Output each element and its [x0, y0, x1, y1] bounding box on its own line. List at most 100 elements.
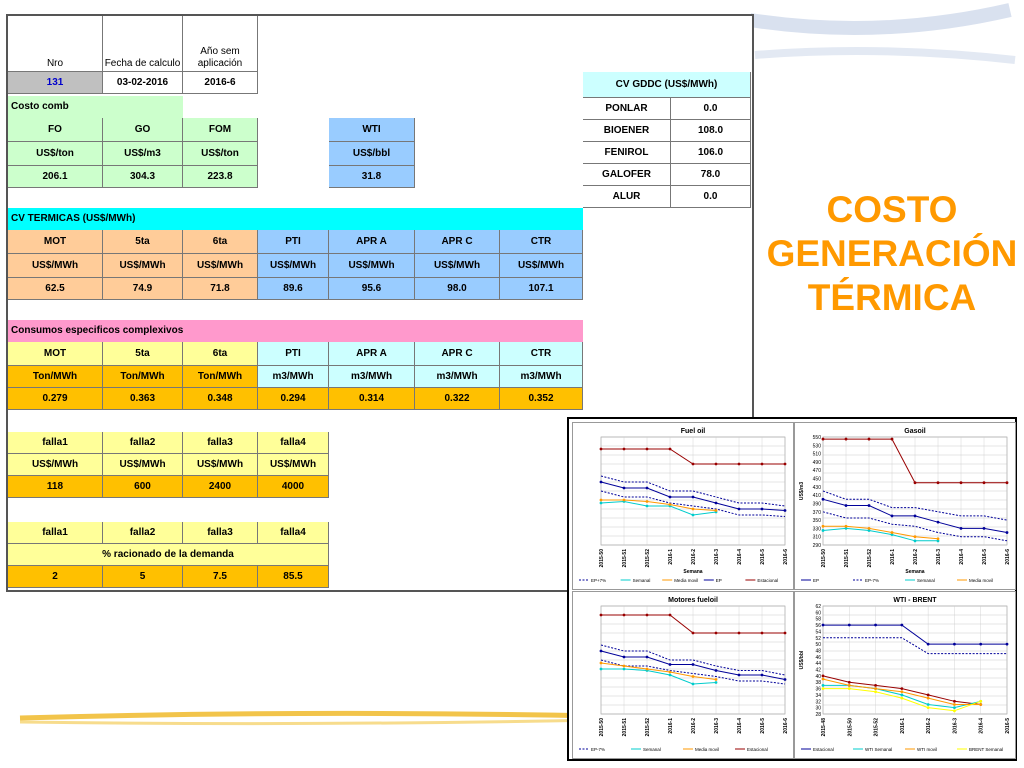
fo-unit: US$/ton [8, 142, 103, 166]
consumos-header-5: APR C [415, 342, 500, 366]
series-line-3 [600, 659, 786, 685]
y-tick-label: 42 [815, 668, 821, 674]
data-point [622, 613, 626, 617]
legend-label: WTI Semanal [865, 747, 892, 752]
y-axis-label: US$/m3 [799, 482, 805, 501]
data-point [913, 514, 917, 518]
racionado-value-3: 85.5 [258, 566, 329, 588]
data-point [821, 623, 825, 627]
data-point [821, 687, 825, 690]
legend-label: EP-7% [591, 747, 605, 752]
x-tick-label: 2016-3 [936, 549, 942, 565]
data-point [953, 709, 956, 713]
termicas-header-4: APR A [329, 230, 415, 254]
data-point [691, 513, 695, 517]
data-point [844, 504, 848, 507]
data-point [760, 673, 764, 677]
ano-value: 2016-6 [183, 72, 258, 94]
x-tick-label: 2016-4 [959, 549, 965, 565]
data-point [926, 706, 930, 710]
gddc-name-0: PONLAR [583, 98, 671, 120]
data-point [982, 526, 986, 530]
y-axis-label: US$/bbl [799, 650, 805, 669]
racionado-header-2: falla3 [183, 522, 258, 544]
data-point [1005, 531, 1009, 534]
chart-motores-fueloil: Motores fueloil 2015-50 2015-51 2015-52 2016… [572, 591, 794, 759]
falla-header-2: falla3 [183, 432, 258, 454]
data-point [760, 462, 764, 466]
data-point [737, 507, 741, 511]
data-point [691, 663, 695, 666]
consumos-header-3: PTI [258, 342, 329, 366]
falla-header-1: falla2 [103, 432, 183, 454]
y-tick-label: 290 [813, 543, 822, 549]
legend-label: Semanal [633, 578, 651, 583]
termicas-value-4: 95.6 [329, 278, 415, 300]
data-point [599, 480, 603, 484]
data-point [599, 447, 603, 451]
falla-unit-1: US$/MWh [103, 454, 183, 476]
series-line-1 [822, 490, 1008, 521]
consumos-value-1: 0.363 [103, 388, 183, 410]
y-tick-label: 60 [815, 610, 821, 616]
data-point [737, 631, 741, 635]
title-line-2: GENERACIÓN [766, 233, 1018, 274]
data-point [913, 535, 917, 539]
x-tick-label: 2016-5 [982, 549, 988, 565]
y-tick-label: 310 [813, 535, 822, 541]
racionado-header-0: falla1 [8, 522, 103, 544]
termicas-header-6: CTR [500, 230, 583, 254]
fom-value: 223.8 [183, 166, 258, 188]
termicas-value-0: 62.5 [8, 278, 103, 300]
gddc-value-1: 108.0 [671, 120, 751, 142]
data-point [783, 631, 787, 635]
y-tick-label: 44 [815, 661, 821, 667]
chart-wti-brent: WTI - BRENT 62 60 58 56 54 52 50 48 46 44 42 40 38 36 3… [794, 591, 1016, 759]
data-point [867, 529, 871, 532]
fo-header: FO [8, 118, 103, 142]
x-tick-label: 2015-52 [645, 718, 651, 737]
spreadsheet: Nro Fecha de calculo Año sem aplicación … [6, 14, 754, 592]
title-line-3: TÉRMICA [807, 277, 977, 318]
racionado-value-1: 5 [103, 566, 183, 588]
data-point [645, 486, 649, 490]
data-point [668, 670, 672, 674]
data-point [668, 613, 672, 617]
y-tick-label: 38 [815, 680, 821, 686]
data-point [867, 504, 871, 507]
x-axis-label: Semana [905, 569, 924, 575]
y-tick-label: 32 [815, 699, 821, 705]
data-point [714, 678, 718, 681]
consumos-unit-0: Ton/MWh [8, 366, 103, 388]
falla-value-2: 2400 [183, 476, 258, 498]
fom-header: FOM [183, 118, 258, 142]
x-tick-label: 2016-1 [668, 549, 674, 565]
data-point [821, 497, 825, 501]
x-tick-label: 2016-6 [783, 549, 789, 565]
termicas-unit-3: US$/MWh [258, 254, 329, 278]
go-header: GO [103, 118, 183, 142]
consumos-header-2: 6ta [183, 342, 258, 366]
x-tick-label: 2016-2 [691, 549, 697, 565]
y-tick-label: 350 [813, 518, 822, 524]
consumos-value-6: 0.352 [500, 388, 583, 410]
legend-label: Estacional [747, 747, 768, 752]
termicas-unit-2: US$/MWh [183, 254, 258, 278]
data-point [599, 649, 603, 653]
data-point [821, 529, 825, 532]
y-tick-label: 58 [815, 617, 821, 623]
data-point [714, 669, 718, 672]
x-tick-label: 2016-5 [760, 549, 766, 565]
data-point [926, 693, 930, 697]
x-tick-label: 2016-1 [900, 718, 906, 734]
falla-unit-3: US$/MWh [258, 454, 329, 476]
consumos-value-5: 0.322 [415, 388, 500, 410]
data-point [821, 437, 825, 441]
cv-gddc-header: CV GDDC (US$/MWh) [583, 72, 751, 98]
x-axis-label: Semana [683, 569, 702, 575]
y-tick-label: 490 [813, 460, 822, 466]
x-tick-label: 2016-6 [1005, 549, 1011, 565]
wti-value: 31.8 [329, 166, 415, 188]
data-point [936, 539, 940, 543]
termicas-unit-5: US$/MWh [415, 254, 500, 278]
